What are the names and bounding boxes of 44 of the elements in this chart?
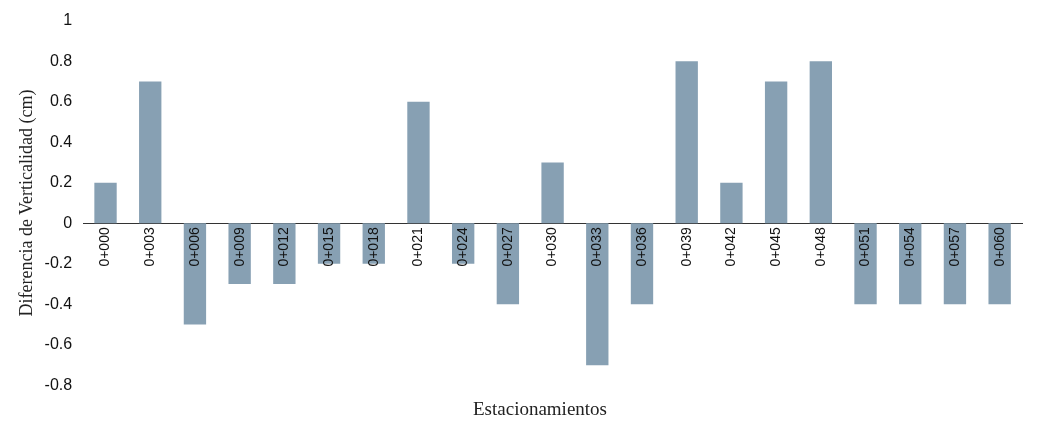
bar (988, 223, 1011, 305)
x-tick-label: 0+015 (319, 227, 336, 267)
y-tick-label: 0.2 (49, 173, 73, 191)
bar (139, 81, 162, 224)
y-tick-label: -0.2 (44, 254, 73, 272)
x-tick-label: 0+039 (677, 227, 694, 267)
x-tick-label: 0+051 (856, 227, 873, 267)
x-tick-label: 0+009 (230, 227, 247, 267)
x-tick-label: 0+018 (364, 227, 381, 267)
x-tick-label: 0+000 (96, 227, 113, 267)
y-tick-label: -0.8 (44, 375, 73, 393)
x-tick-label: 0+042 (722, 227, 739, 267)
bar (854, 223, 877, 305)
y-tick-label: -0.6 (44, 335, 73, 353)
bar (541, 162, 564, 224)
x-tick-label: 0+030 (543, 227, 560, 267)
bar (586, 223, 609, 366)
y-tick-label: 0.4 (49, 132, 73, 150)
bar (720, 182, 743, 224)
x-tick-label: 0+033 (588, 227, 605, 267)
bar (809, 61, 832, 224)
x-tick-label: 0+027 (498, 227, 515, 267)
x-tick-label: 0+024 (454, 227, 471, 267)
y-tick-label: 0.6 (49, 92, 73, 110)
x-tick-label: 0+054 (901, 227, 918, 267)
x-tick-label: 0+012 (275, 227, 292, 267)
x-axis-title: Estacionamientos (472, 398, 608, 420)
bar (94, 182, 117, 224)
x-tick-label: 0+006 (185, 227, 202, 267)
x-tick-label: 0+057 (945, 227, 962, 267)
x-tick-label: 0+021 (409, 227, 426, 267)
y-tick-label: 0.8 (49, 51, 73, 69)
y-axis-title: Diferencia de Verticalidad (cm) (15, 89, 37, 317)
bar (675, 61, 698, 224)
x-tick-label: 0+003 (141, 227, 158, 267)
bar (407, 101, 430, 224)
x-tick-label: 0+060 (990, 227, 1007, 267)
y-tick-label: -0.4 (44, 294, 73, 312)
y-tick-label: 0 (63, 213, 73, 231)
x-tick-label: 0+036 (632, 227, 649, 267)
bar (764, 81, 788, 224)
x-tick-label: 0+048 (811, 227, 828, 267)
x-tick-label: 0+045 (766, 227, 783, 267)
y-tick-label: 1 (63, 11, 73, 29)
